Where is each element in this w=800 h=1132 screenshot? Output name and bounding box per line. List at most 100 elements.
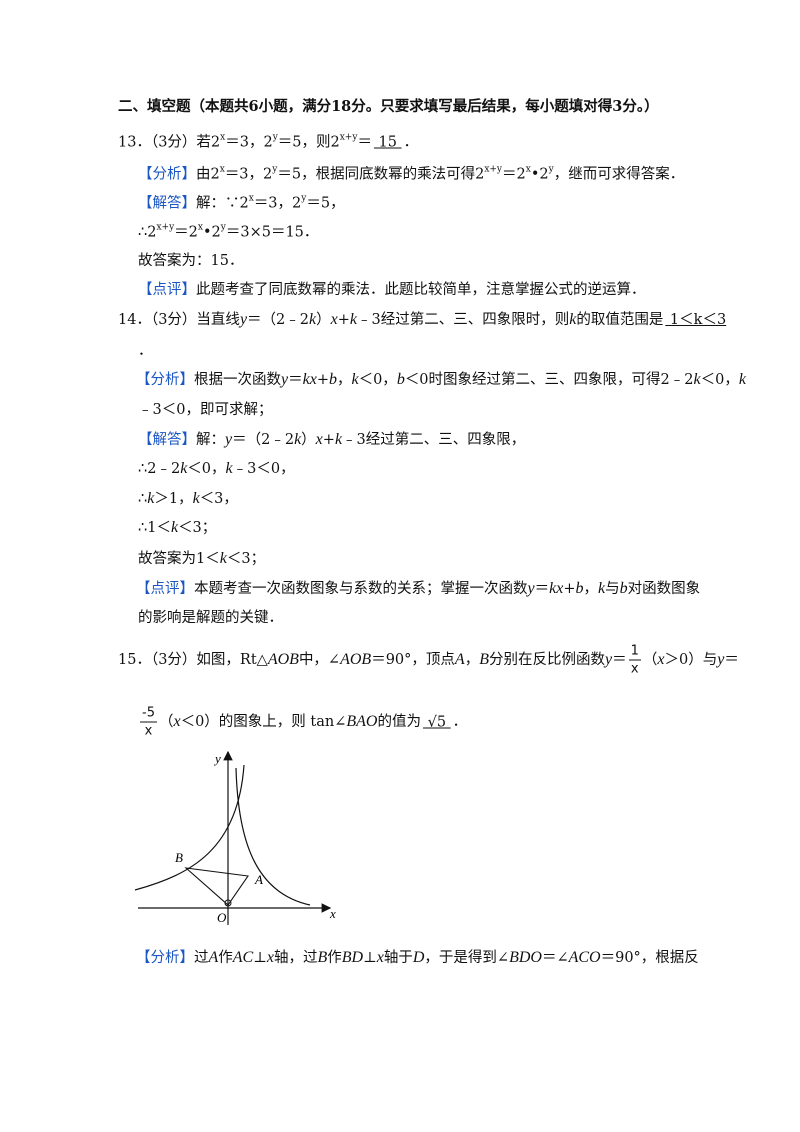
text: 14．（3分）当直线 (118, 312, 240, 328)
text: ， (336, 372, 352, 388)
text: 分别在反比例函数 (488, 652, 605, 668)
text: ＝ (612, 652, 627, 668)
numerator: 1 (628, 643, 641, 661)
text: k (170, 519, 179, 536)
text: x+y (339, 132, 358, 143)
text: ） (301, 432, 316, 448)
text: 1＜k＜3 (665, 312, 727, 328)
text: x (657, 651, 665, 668)
text: 15 (373, 134, 402, 151)
text: ﹣3经过第二、三、四象限， (342, 432, 526, 448)
text-line: 故答案为：15． (138, 251, 243, 271)
text: ＜0， (700, 372, 739, 388)
text: k (309, 311, 317, 328)
text: ＝5，根据同底数幂的乘法可得2 (277, 166, 485, 183)
text-line: 13．（3分）若2x＝3，2y＝5，则2x+y＝ 15 ． (118, 128, 418, 153)
text-line: 【解答】解：y＝（2﹣2k）x+k﹣3经过第二、三、四象限， (138, 430, 525, 450)
text: AOB (267, 651, 299, 668)
text: k (180, 460, 188, 477)
text: AOB (340, 651, 372, 668)
text: •2 (530, 166, 549, 183)
text: ． (138, 343, 153, 359)
text: B (317, 949, 328, 966)
text: ＝ (288, 372, 303, 388)
text: ＝3，2 (225, 134, 273, 151)
text: 由2 (196, 166, 220, 183)
text: y (548, 164, 554, 175)
text-line: ﹣3＜0，即可求解； (138, 400, 272, 420)
text: ＜0）的图象上，则 tan∠ (180, 714, 347, 730)
section-tag: 【解答】 (138, 195, 196, 212)
text: x (330, 311, 338, 328)
text-line: 【解答】解：∵2x＝3，2y＝5， (138, 189, 345, 214)
text: k (597, 580, 606, 597)
text: •2 (202, 224, 221, 241)
text: ﹣3经过第二、三、四象限时，则 (356, 312, 570, 328)
text: 轴于 (383, 950, 413, 966)
axis-label: x (329, 906, 336, 921)
text: k (693, 371, 701, 388)
text-line: 【分析】过A作AC⊥x轴，过B作BD⊥x轴于D，于是得到∠BDO＝∠ACO＝90… (136, 948, 699, 968)
text: ，继而可求得答案． (553, 166, 685, 183)
text-line: -5 x （x＜0）的图象上，则 tan∠BAO的值为 √5 ． (138, 705, 467, 740)
text: 过 (194, 950, 209, 966)
text: k (219, 550, 227, 567)
text: BAO (346, 713, 378, 730)
text: k (147, 490, 155, 507)
text: ∴ (138, 491, 148, 507)
point-label: B (175, 850, 183, 865)
text: 作 (327, 950, 342, 966)
text: ＝2 (502, 166, 526, 183)
text: + (563, 581, 576, 597)
text: y (225, 431, 233, 448)
text: ． (403, 134, 419, 151)
text: ∴2 (138, 224, 157, 241)
text: BDO (509, 949, 542, 966)
text-line: 【分析】根据一次函数y＝kx+b，k＜0，b＜0时图象经过第二、三、四象限，可得… (136, 370, 746, 390)
text-line: 15．（3分）如图，Rt△AOB中，∠AOB＝90°，顶点A，B分别在反比例函数… (118, 643, 739, 678)
text: ＝ (357, 134, 372, 151)
point-label: O (217, 910, 227, 925)
text: 的影响是解题的关键． (138, 610, 283, 626)
text: ＜3； (226, 551, 266, 567)
text: BD (341, 949, 364, 966)
text: ＝2 (174, 224, 198, 241)
text: ∴2﹣2 (138, 461, 181, 477)
text: k (225, 460, 233, 477)
text: k (334, 431, 343, 448)
text: 故答案为：15． (138, 253, 244, 269)
text: k (569, 311, 577, 328)
text: x (197, 222, 203, 233)
text: （ (642, 652, 658, 668)
text-line: 二、填空题（本题共6小题，满分18分。只要求填写最后结果，每小题填对得3分。） (118, 97, 659, 117)
text: x (219, 164, 225, 175)
text: ＝ (724, 652, 739, 668)
text-line: ． (138, 341, 153, 361)
text: ＝90°，顶点 (371, 652, 455, 668)
text: y (301, 193, 307, 204)
text: kx (549, 580, 564, 597)
text: A (208, 949, 219, 966)
text: ⊥ (363, 950, 377, 966)
text: AC (232, 949, 254, 966)
section-tag: 【点评】 (136, 581, 194, 597)
text: 此题考查了同底数幂的乘法．此题比较简单，注意掌握公式的逆运算． (196, 282, 646, 298)
text: ﹣3＜0，即可求解； (138, 402, 273, 418)
text: √5 (422, 714, 451, 730)
text-line: 14．（3分）当直线y＝（2﹣2k）x+k﹣3经过第二、三、四象限时，则k的取值… (118, 310, 728, 330)
text: ∴1＜ (138, 520, 171, 536)
text-line: ∴k＞1，k＜3， (138, 489, 238, 509)
text: x (173, 713, 181, 730)
text-line: ∴2x+y＝2x•2y＝3×5＝15． (138, 218, 318, 243)
point-label: A (254, 872, 263, 887)
curve-right (235, 767, 311, 906)
denominator: x (144, 723, 153, 739)
text: 对函数图象 (627, 581, 701, 597)
text: x (315, 431, 323, 448)
text-line: 【分析】由2x＝3，2y＝5，根据同底数幂的乘法可得2x+y＝2x•2y，继而可… (138, 160, 684, 185)
text: ＜0时图象经过第二、三、四象限，可得2﹣2 (404, 372, 694, 388)
text-line: 【点评】此题考查了同底数幂的乘法．此题比较简单，注意掌握公式的逆运算． (138, 280, 646, 300)
text: ＝（2﹣2 (232, 432, 295, 448)
text: ＝ (534, 581, 550, 597)
